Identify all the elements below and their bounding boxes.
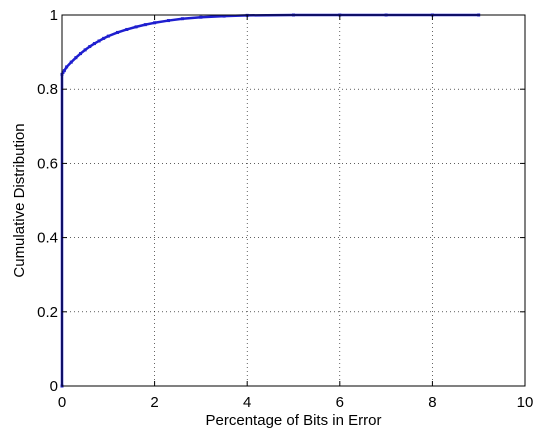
y-tick-label: 0.6: [37, 155, 58, 172]
cdf-data-point: [62, 69, 66, 73]
cdf-data-point: [153, 21, 157, 25]
x-tick-label: 2: [150, 394, 158, 411]
y-tick-label: 0.4: [37, 230, 58, 247]
cdf-data-point: [79, 52, 83, 56]
cdf-data-point: [166, 19, 170, 23]
x-tick-label: 6: [336, 394, 344, 411]
x-axis-label: Percentage of Bits in Error: [206, 412, 382, 428]
cdf-data-point: [74, 56, 78, 60]
y-tick-label: 0.8: [37, 81, 58, 98]
y-tick-label: 0.2: [37, 304, 58, 321]
cdf-data-point: [65, 65, 69, 69]
cdf-data-point: [102, 36, 106, 40]
cdf-data-point: [61, 71, 65, 75]
y-axis-label: Cumulative Distribution: [11, 123, 28, 277]
plot-frame: [61, 14, 526, 387]
plot-area: [62, 15, 525, 386]
ticks: 0 2 4 6 8 10 0 0.2 0.4 0.6 0.8 1: [37, 7, 533, 411]
cdf-data-point: [92, 42, 96, 46]
cdf-data-point: [69, 60, 73, 64]
x-tick-label: 0: [58, 394, 66, 411]
x-tick-label: 10: [517, 394, 534, 411]
cdf-data-point: [116, 30, 120, 34]
cdf-data-point: [97, 39, 101, 43]
y-tick-label: 1: [50, 7, 58, 24]
cdf-data-point: [199, 15, 203, 19]
cdf-data-point: [88, 45, 92, 49]
cdf-data-point: [125, 27, 129, 31]
cdf-data-point: [222, 14, 226, 18]
cdf-data-point: [180, 17, 184, 21]
x-tick-label: 8: [428, 394, 436, 411]
cdf-data-point: [106, 34, 110, 38]
cdf-data-point: [143, 23, 147, 27]
cdf-data-point: [83, 48, 87, 52]
cdf-data-point: [134, 25, 138, 29]
x-tick-label: 4: [243, 394, 251, 411]
y-tick-label: 0: [50, 378, 58, 395]
